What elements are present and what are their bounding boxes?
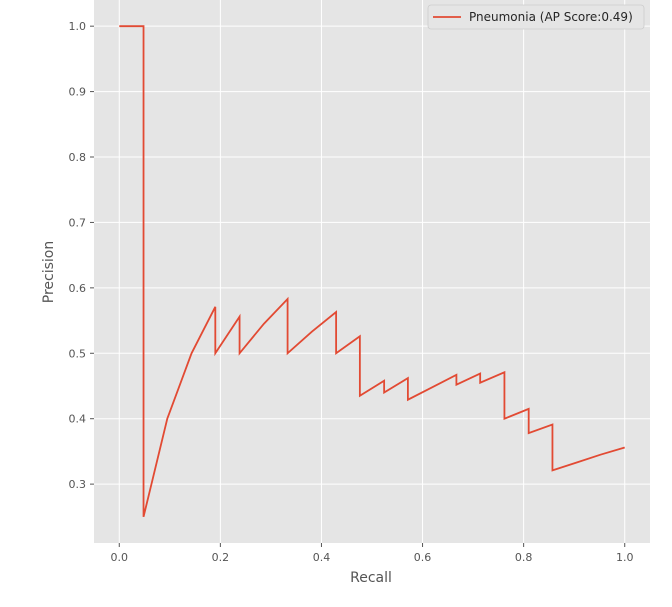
x-axis-label: Recall (350, 570, 392, 586)
x-tick-label: 0.8 (515, 551, 533, 564)
plot-area (94, 0, 650, 543)
y-tick-label: 0.9 (69, 86, 87, 99)
x-tick-label: 0.4 (313, 551, 331, 564)
legend: Pneumonia (AP Score:0.49) (427, 4, 645, 30)
y-tick-label: 0.5 (69, 347, 87, 360)
legend-label: Pneumonia (AP Score:0.49) (469, 10, 633, 24)
y-tick-label: 0.3 (69, 478, 87, 491)
x-tick-label: 0.2 (212, 551, 230, 564)
axis-ticks: 0.0 0.2 0.4 0.6 0.8 1.0 0.3 0.4 0.5 0.6 0.7 0.8 0.9 1… (69, 20, 634, 564)
y-tick-label: 0.7 (69, 216, 87, 229)
y-tick-label: 0.8 (69, 151, 87, 164)
x-tick-label: 0.6 (414, 551, 432, 564)
series-line-pneumonia (119, 25, 625, 518)
y-axis-label: Precision (41, 241, 57, 303)
y-tick-label: 0.6 (69, 282, 87, 295)
y-tick-label: 0.4 (69, 413, 87, 426)
legend-box (427, 4, 645, 30)
x-tick-label: 0.0 (111, 551, 129, 564)
y-tick-label: 1.0 (69, 20, 87, 33)
x-tick-label: 1.0 (616, 551, 634, 564)
